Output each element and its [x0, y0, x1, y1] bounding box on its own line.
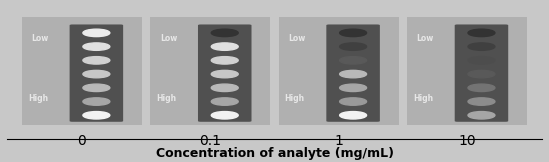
Circle shape: [83, 84, 110, 92]
Circle shape: [211, 57, 238, 64]
Text: 0: 0: [77, 134, 86, 148]
Circle shape: [83, 70, 110, 78]
Circle shape: [211, 84, 238, 92]
Circle shape: [340, 57, 367, 64]
Text: High: High: [413, 94, 433, 103]
Circle shape: [340, 84, 367, 92]
Circle shape: [211, 112, 238, 119]
Text: 0.1: 0.1: [199, 134, 221, 148]
Text: Low: Low: [417, 34, 434, 43]
Circle shape: [340, 70, 367, 78]
Circle shape: [83, 29, 110, 37]
Circle shape: [468, 70, 495, 78]
Circle shape: [211, 98, 238, 105]
Text: High: High: [156, 94, 176, 103]
Circle shape: [83, 43, 110, 50]
FancyBboxPatch shape: [455, 24, 508, 122]
Text: 10: 10: [458, 134, 476, 148]
Circle shape: [340, 112, 367, 119]
FancyBboxPatch shape: [407, 17, 527, 125]
FancyBboxPatch shape: [278, 17, 399, 125]
FancyBboxPatch shape: [198, 24, 251, 122]
FancyBboxPatch shape: [150, 17, 271, 125]
FancyBboxPatch shape: [70, 24, 123, 122]
Text: High: High: [28, 94, 48, 103]
Text: High: High: [284, 94, 305, 103]
Circle shape: [83, 98, 110, 105]
Text: Low: Low: [288, 34, 305, 43]
Circle shape: [468, 43, 495, 50]
Text: Concentration of analyte (mg/mL): Concentration of analyte (mg/mL): [155, 147, 394, 160]
Circle shape: [83, 112, 110, 119]
Circle shape: [340, 98, 367, 105]
Circle shape: [468, 98, 495, 105]
Circle shape: [211, 29, 238, 37]
Circle shape: [211, 70, 238, 78]
Circle shape: [468, 112, 495, 119]
Circle shape: [468, 29, 495, 37]
Circle shape: [340, 43, 367, 50]
Circle shape: [211, 43, 238, 50]
Circle shape: [468, 84, 495, 92]
Text: Low: Low: [31, 34, 49, 43]
Text: 1: 1: [334, 134, 343, 148]
FancyBboxPatch shape: [22, 17, 142, 125]
FancyBboxPatch shape: [326, 24, 380, 122]
Circle shape: [83, 57, 110, 64]
Text: Low: Low: [160, 34, 177, 43]
Circle shape: [340, 29, 367, 37]
Circle shape: [468, 57, 495, 64]
